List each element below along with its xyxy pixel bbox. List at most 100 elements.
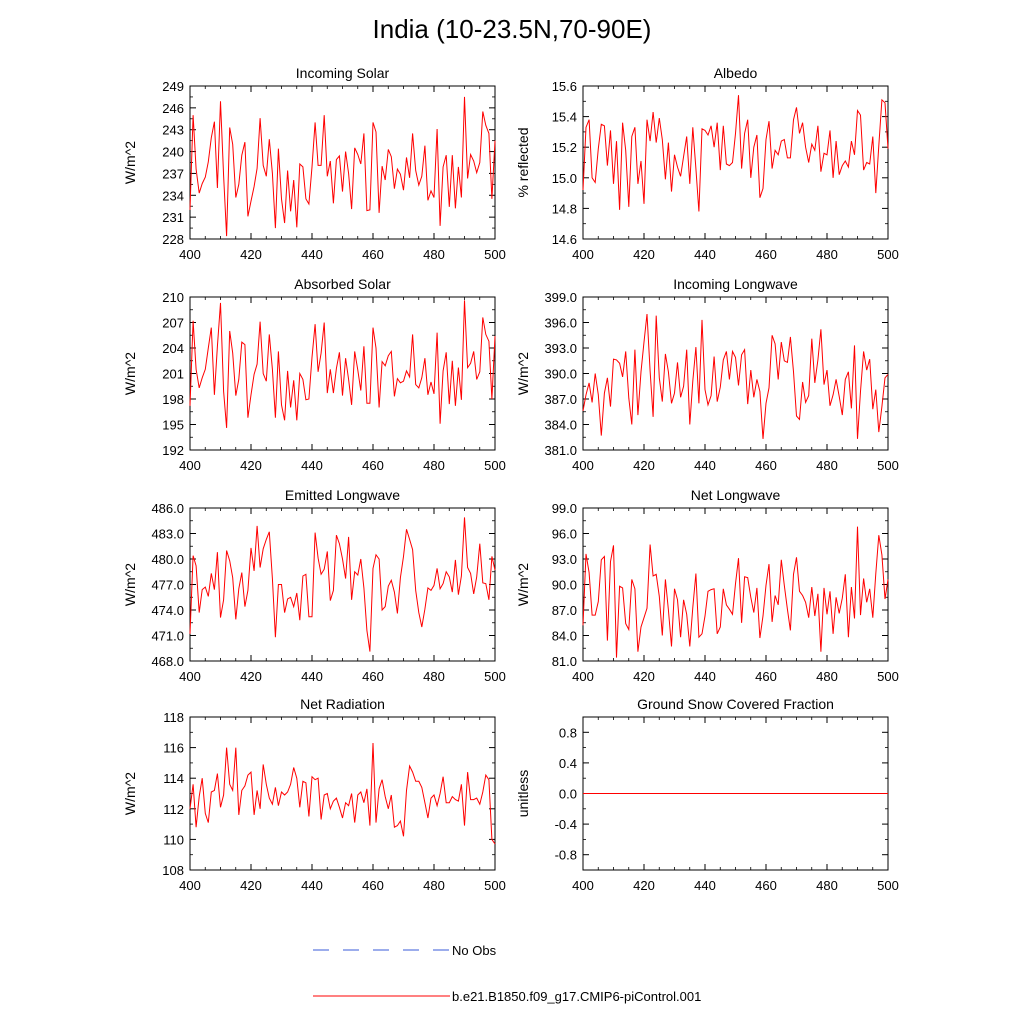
panel-title: Albedo [714,65,758,81]
x-tick-label: 500 [877,247,899,262]
x-tick-label: 400 [572,878,594,893]
x-tick-label: 440 [301,878,323,893]
y-tick-label: 198 [162,392,184,407]
panel-title: Incoming Solar [296,65,390,81]
y-tick-label: 237 [162,166,184,181]
x-tick-label: 420 [240,458,262,473]
x-tick-label: 460 [362,247,384,262]
y-tick-label: 81.0 [552,654,577,669]
x-tick-label: 480 [816,878,838,893]
y-axis-label: unitless [515,770,531,817]
y-axis-label: W/m^2 [122,563,138,606]
panel-7: Net Radiation W/m^2 400 420 440 460 480 500 108 1… [122,696,506,893]
x-tick-label: 420 [633,458,655,473]
y-tick-label: 480.0 [151,552,184,567]
x-tick-label: 480 [423,669,445,684]
y-tick-label: 116 [163,741,184,756]
y-tick-label: 112 [163,802,184,817]
x-tick-label: 460 [755,878,777,893]
panel-2: Albedo % reflected 400 420 440 460 480 500 14.6 1… [515,65,899,262]
y-tick-label: 471.0 [151,629,184,644]
x-tick-label: 400 [572,669,594,684]
y-tick-label: 249 [162,79,184,94]
series-line [189,517,496,652]
y-tick-label: 384.0 [544,418,577,433]
x-tick-label: 440 [694,458,716,473]
x-tick-label: 500 [484,669,506,684]
series-line [582,313,889,439]
y-axis-label: W/m^2 [515,563,531,606]
x-tick-label: 400 [179,669,201,684]
plot-frame [582,85,889,240]
panel-title: Net Longwave [691,487,781,503]
x-tick-label: 420 [633,247,655,262]
y-axis-label: W/m^2 [122,141,138,184]
x-tick-label: 500 [877,458,899,473]
y-tick-label: 387.0 [544,392,577,407]
plot-frame [189,716,496,871]
x-tick-label: 440 [694,878,716,893]
y-tick-label: 381.0 [544,443,577,458]
x-tick-label: 460 [362,458,384,473]
y-tick-label: 195 [162,418,184,433]
x-tick-label: 500 [484,458,506,473]
y-tick-label: 96.0 [552,527,577,542]
x-tick-label: 440 [301,669,323,684]
plot-frame [189,85,496,240]
y-tick-label: 0.8 [559,725,577,740]
x-tick-label: 460 [755,458,777,473]
x-tick-label: 500 [877,878,899,893]
x-tick-label: 460 [755,669,777,684]
x-tick-label: 440 [694,669,716,684]
y-axis-label: W/m^2 [122,772,138,815]
x-tick-label: 440 [301,247,323,262]
panel-title: Net Radiation [300,696,385,712]
y-tick-label: 84.0 [552,629,577,644]
y-tick-label: -0.4 [555,817,577,832]
y-tick-label: 204 [162,341,184,356]
y-tick-label: 15.2 [552,140,577,155]
series-line [189,96,496,237]
panel-title: Ground Snow Covered Fraction [637,696,834,712]
x-tick-label: 460 [755,247,777,262]
series-line [189,742,496,845]
x-tick-label: 400 [572,458,594,473]
x-tick-label: 480 [816,247,838,262]
panel-title: Emitted Longwave [285,487,400,503]
legend-model-label: b.e21.B1850.f09_g17.CMIP6-piControl.001 [452,989,701,1004]
x-tick-label: 480 [816,458,838,473]
y-tick-label: 486.0 [151,501,184,516]
y-tick-label: 0.0 [559,787,577,802]
x-tick-label: 420 [633,878,655,893]
y-tick-label: 393.0 [544,341,577,356]
x-tick-label: 460 [362,669,384,684]
y-tick-label: 15.0 [552,171,577,186]
panel-title: Absorbed Solar [294,276,391,292]
x-tick-label: 400 [179,458,201,473]
y-tick-label: 240 [162,145,184,160]
x-tick-label: 500 [484,247,506,262]
legend: No Obs b.e21.B1850.f09_g17.CMIP6-piContro… [313,943,701,1004]
y-tick-label: 14.8 [552,201,577,216]
y-tick-label: 228 [162,232,184,247]
y-tick-label: 0.4 [559,756,577,771]
panel-1: Incoming Solar W/m^2 400 420 440 460 480 500 228… [122,65,506,262]
y-tick-label: 114 [163,771,184,786]
y-tick-label: 108 [162,863,184,878]
x-tick-label: 420 [240,878,262,893]
x-tick-label: 420 [240,247,262,262]
x-tick-label: 440 [301,458,323,473]
series-line [582,526,889,658]
y-tick-label: -0.8 [555,848,577,863]
x-tick-label: 480 [423,458,445,473]
x-tick-label: 400 [179,878,201,893]
y-tick-label: 243 [162,123,184,138]
plot-frame [189,507,496,662]
series-line [582,95,889,212]
panel-4: Incoming Longwave W/m^2 400 420 440 460 480 500… [515,276,899,473]
y-tick-label: 246 [162,101,184,116]
y-tick-label: 234 [162,188,184,203]
y-axis-label: % reflected [515,127,531,197]
y-tick-label: 118 [163,710,184,725]
y-tick-label: 201 [162,367,184,382]
